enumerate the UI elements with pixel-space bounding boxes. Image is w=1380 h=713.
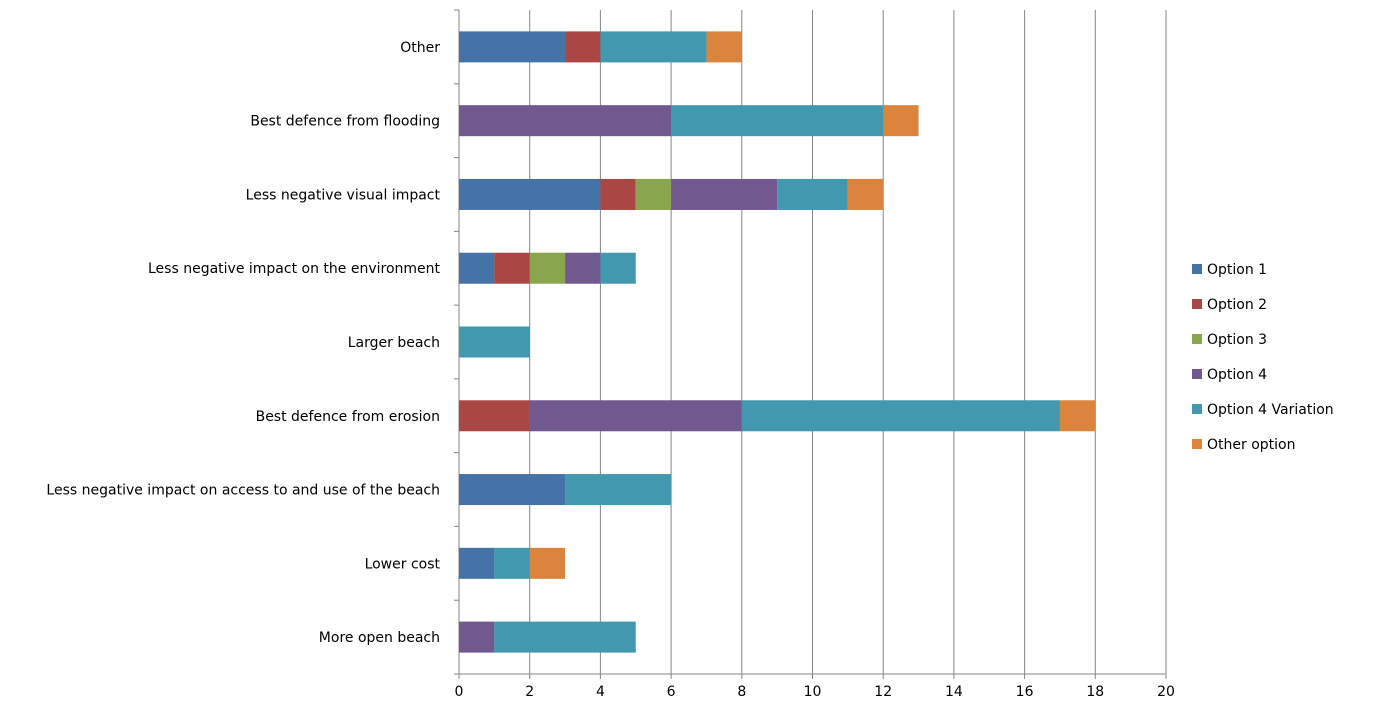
- legend-swatch: [1192, 369, 1202, 379]
- category-label: Best defence from flooding: [250, 114, 440, 130]
- bar-segment: [459, 252, 495, 284]
- bar-segment: [459, 31, 566, 63]
- bar-segment: [635, 178, 672, 210]
- bar-segment: [494, 621, 636, 653]
- bar-segment: [529, 252, 566, 284]
- legend-label: Option 4 Variation: [1207, 402, 1334, 418]
- category-label: More open beach: [319, 630, 440, 646]
- category-label: Other: [400, 40, 440, 56]
- legend-label: Option 1: [1207, 262, 1267, 278]
- bar-segment: [565, 474, 672, 506]
- bar-segment: [777, 178, 848, 210]
- x-tick-label: 2: [525, 684, 534, 700]
- x-tick-label: 20: [1157, 684, 1175, 700]
- category-label: Less negative impact on the environment: [148, 261, 441, 277]
- bar-segment: [459, 326, 530, 358]
- bar-segment: [529, 400, 742, 432]
- bar-segment: [706, 31, 742, 63]
- category-label: Best defence from erosion: [256, 409, 440, 425]
- category-label: Larger beach: [348, 335, 440, 351]
- bar-segment: [741, 400, 1060, 432]
- bar-segment: [459, 474, 566, 506]
- x-tick-label: 12: [874, 684, 892, 700]
- bar-segment: [459, 621, 495, 653]
- x-tick-label: 10: [804, 684, 822, 700]
- bar-segment: [529, 547, 566, 579]
- bar-segment: [565, 252, 601, 284]
- legend-label: Other option: [1207, 437, 1295, 453]
- bar-segment: [883, 105, 919, 137]
- bar-segment: [459, 105, 672, 137]
- bar-segment: [459, 547, 495, 579]
- bar-segment: [847, 178, 884, 210]
- bar-segment: [459, 400, 530, 432]
- x-tick-label: 14: [945, 684, 963, 700]
- bar-segment: [600, 252, 636, 284]
- legend-swatch: [1192, 404, 1202, 414]
- bar-segment: [600, 178, 636, 210]
- bar-segment: [494, 252, 530, 284]
- legend-swatch: [1192, 264, 1202, 274]
- x-tick-label: 6: [667, 684, 676, 700]
- bar-segment: [459, 178, 601, 210]
- bar-segment: [1059, 400, 1096, 432]
- x-tick-label: 0: [455, 684, 464, 700]
- bar-segment: [494, 547, 530, 579]
- x-tick-label: 18: [1086, 684, 1104, 700]
- x-tick-label: 16: [1016, 684, 1034, 700]
- legend-swatch: [1192, 299, 1202, 309]
- bar-segment: [671, 178, 778, 210]
- category-label: Less negative impact on access to and us…: [46, 483, 440, 499]
- legend-swatch: [1192, 439, 1202, 449]
- category-label: Lower cost: [365, 556, 441, 572]
- legend-label: Option 3: [1207, 332, 1267, 348]
- legend-label: Option 4: [1207, 367, 1267, 383]
- bar-segment: [600, 31, 707, 63]
- x-tick-label: 8: [737, 684, 746, 700]
- x-tick-label: 4: [596, 684, 605, 700]
- legend-label: Option 2: [1207, 297, 1267, 313]
- bar-segment: [671, 105, 884, 137]
- bar-segment: [565, 31, 601, 63]
- category-label: Less negative visual impact: [246, 187, 441, 203]
- legend-swatch: [1192, 334, 1202, 344]
